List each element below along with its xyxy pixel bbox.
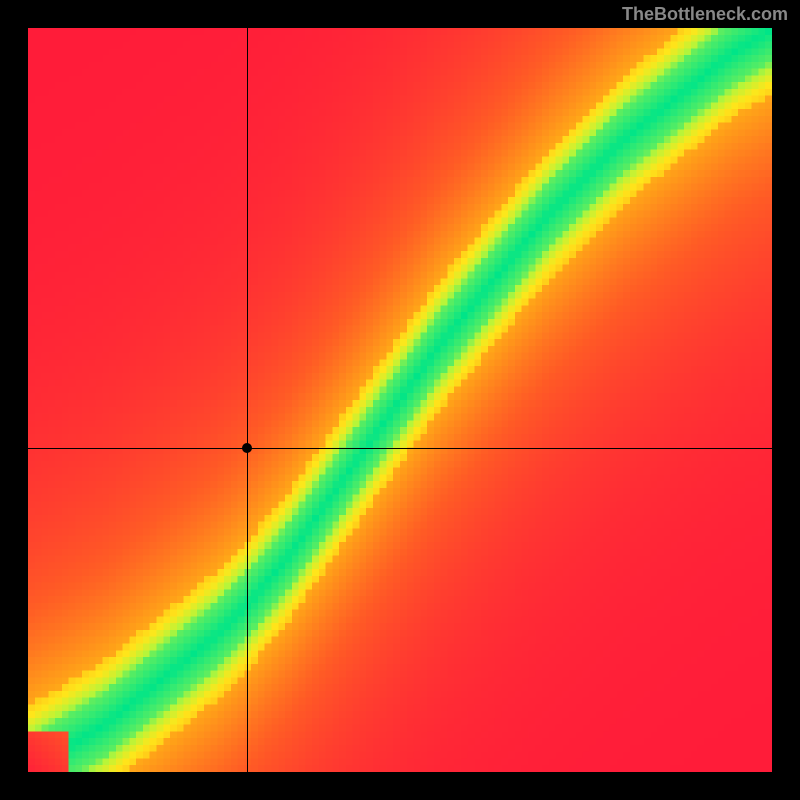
watermark-text: TheBottleneck.com [622, 4, 788, 25]
crosshair-horizontal [28, 448, 772, 449]
heatmap-plot-area [28, 28, 772, 772]
heatmap-canvas [28, 28, 772, 772]
crosshair-vertical [247, 28, 248, 772]
crosshair-marker [242, 443, 252, 453]
